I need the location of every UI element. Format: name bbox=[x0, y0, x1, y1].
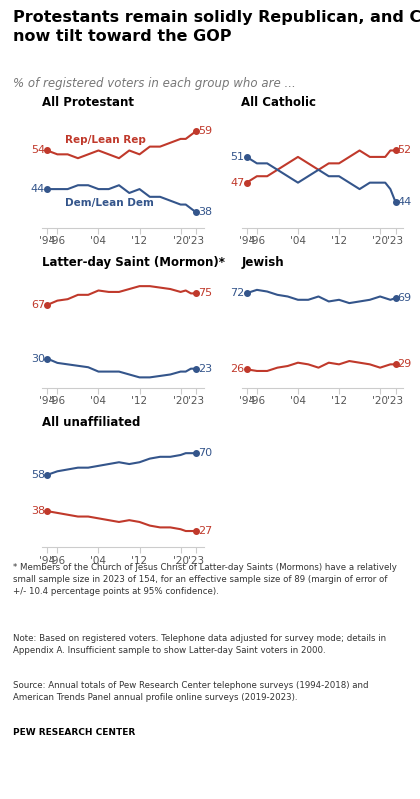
Text: 38: 38 bbox=[31, 506, 45, 516]
Text: All Protestant: All Protestant bbox=[42, 97, 134, 109]
Text: All Catholic: All Catholic bbox=[241, 97, 317, 109]
Text: 69: 69 bbox=[398, 293, 412, 303]
Text: 54: 54 bbox=[31, 145, 45, 156]
Text: Dem/Lean Dem: Dem/Lean Dem bbox=[65, 198, 154, 209]
Text: 67: 67 bbox=[31, 300, 45, 310]
Text: PEW RESEARCH CENTER: PEW RESEARCH CENTER bbox=[13, 729, 135, 737]
Text: 47: 47 bbox=[230, 177, 244, 188]
Text: 44: 44 bbox=[31, 184, 45, 194]
Text: Jewish: Jewish bbox=[241, 256, 284, 269]
Text: 72: 72 bbox=[230, 288, 244, 298]
Text: 23: 23 bbox=[198, 364, 212, 374]
Text: 44: 44 bbox=[398, 197, 412, 207]
Text: 52: 52 bbox=[398, 145, 412, 156]
Text: All unaffiliated: All unaffiliated bbox=[42, 416, 140, 429]
Text: Note: Based on registered voters. Telephone data adjusted for survey mode; detai: Note: Based on registered voters. Teleph… bbox=[13, 634, 386, 655]
Text: Latter-day Saint (Mormon)*: Latter-day Saint (Mormon)* bbox=[42, 256, 225, 269]
Text: 70: 70 bbox=[198, 448, 212, 458]
Text: 75: 75 bbox=[198, 288, 212, 298]
Text: 51: 51 bbox=[231, 152, 244, 162]
Text: Rep/Lean Rep: Rep/Lean Rep bbox=[65, 135, 146, 145]
Text: 29: 29 bbox=[398, 360, 412, 369]
Text: 38: 38 bbox=[198, 207, 212, 217]
Text: 27: 27 bbox=[198, 526, 212, 536]
Text: 30: 30 bbox=[31, 353, 45, 364]
Text: 26: 26 bbox=[231, 364, 244, 374]
Text: Source: Annual totals of Pew Research Center telephone surveys (1994-2018) and
A: Source: Annual totals of Pew Research Ce… bbox=[13, 681, 368, 702]
Text: 58: 58 bbox=[31, 470, 45, 480]
Text: 59: 59 bbox=[198, 126, 212, 136]
Text: % of registered voters in each group who are ...: % of registered voters in each group who… bbox=[13, 77, 295, 89]
Text: Protestants remain solidly Republican, and Catholics
now tilt toward the GOP: Protestants remain solidly Republican, a… bbox=[13, 10, 420, 44]
Text: * Members of the Church of Jesus Christ of Latter-day Saints (Mormons) have a re: * Members of the Church of Jesus Christ … bbox=[13, 563, 396, 596]
